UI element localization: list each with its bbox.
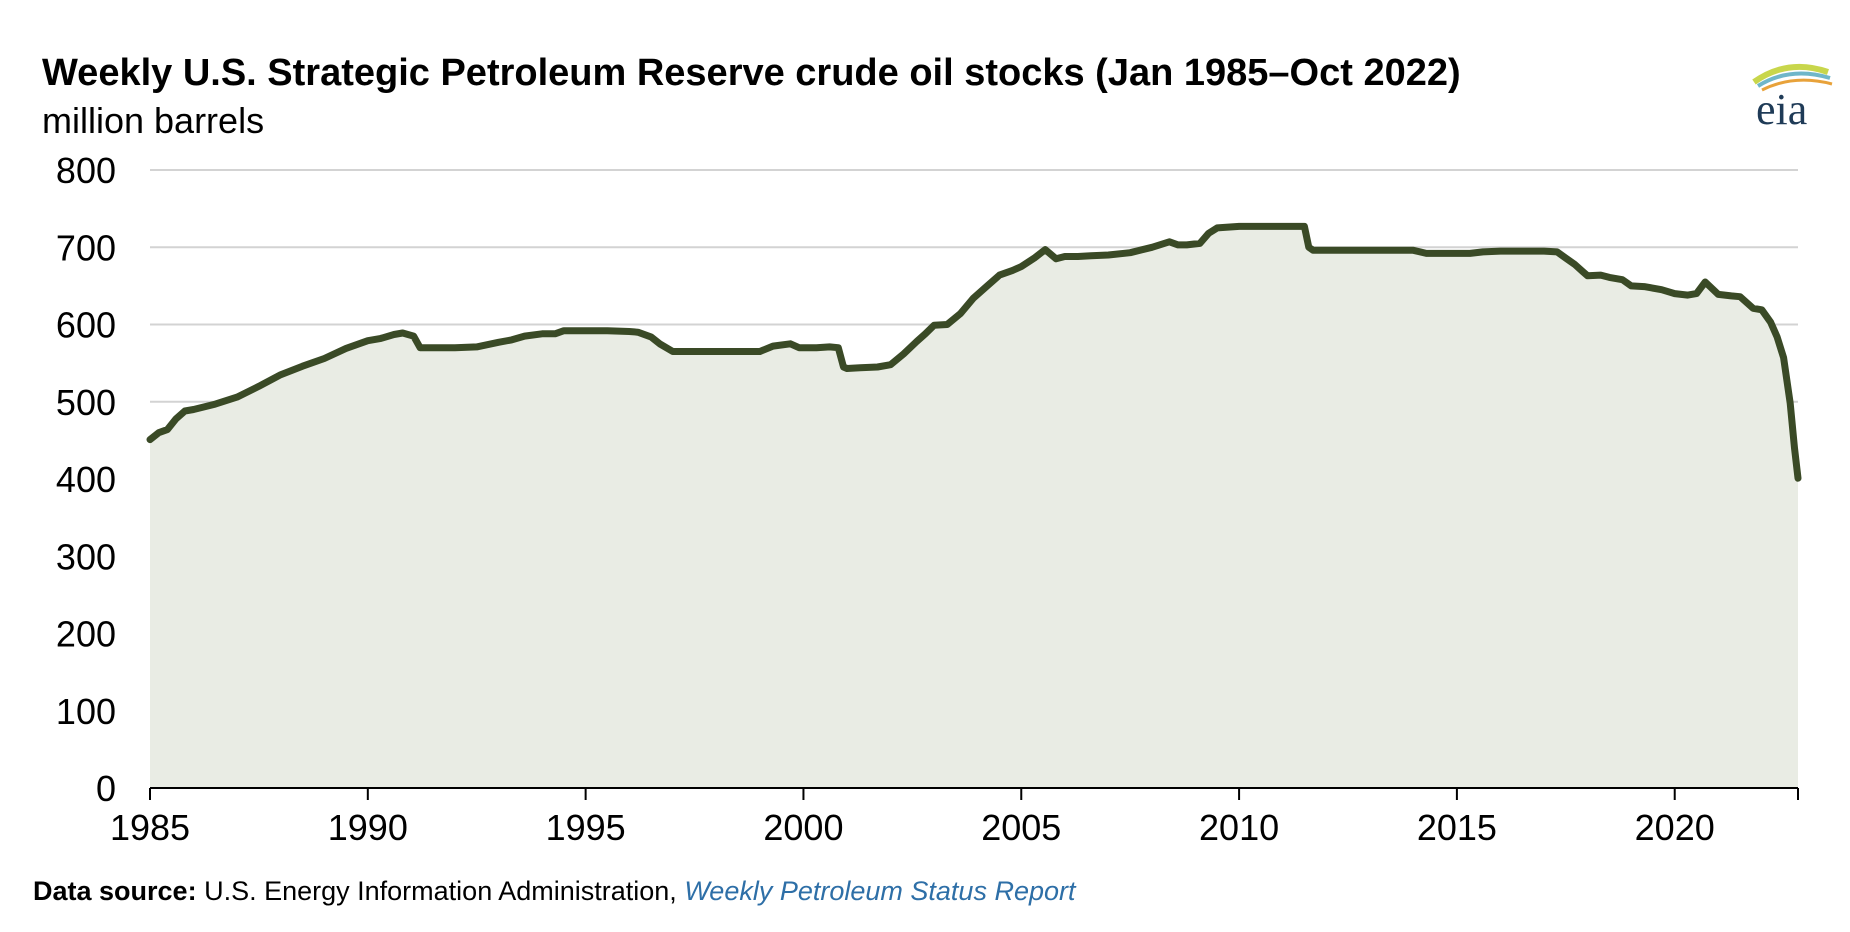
logo-swoosh-icon	[1752, 63, 1833, 92]
eia-logo: eia	[1748, 62, 1838, 134]
x-tick-label-2000: 2000	[763, 807, 843, 848]
source-label: Data source:	[33, 876, 197, 906]
y-axis-unit-label: million barrels	[42, 100, 265, 141]
y-tick-label-300: 300	[56, 536, 116, 577]
x-axis-ticks: 1985 1990 1995 2000 2005 2010 2015 2020	[110, 788, 1799, 848]
y-tick-label-400: 400	[56, 459, 116, 500]
source-text: U.S. Energy Information Administration,	[204, 876, 677, 906]
y-tick-label-800: 800	[56, 150, 116, 191]
x-tick-label-2015: 2015	[1417, 807, 1497, 848]
y-tick-label-500: 500	[56, 382, 116, 423]
source-report-link[interactable]: Weekly Petroleum Status Report	[684, 876, 1076, 906]
y-tick-label-100: 100	[56, 691, 116, 732]
x-tick-label-1985: 1985	[110, 807, 190, 848]
series-line	[146, 222, 1802, 482]
y-tick-label-700: 700	[56, 227, 116, 268]
x-tick-label-2005: 2005	[981, 807, 1061, 848]
series-area	[146, 222, 1802, 788]
y-tick-label-200: 200	[56, 614, 116, 655]
y-tick-label-600: 600	[56, 305, 116, 346]
chart-area: 0 100 200 300 400 500 600 700 800 1985 1990 1995 20…	[56, 150, 1802, 848]
x-tick-label-1990: 1990	[328, 807, 408, 848]
series-fill	[150, 226, 1798, 788]
y-tick-label-0: 0	[96, 768, 116, 809]
x-tick-label-2020: 2020	[1635, 807, 1715, 848]
chart-title: Weekly U.S. Strategic Petroleum Reserve …	[42, 52, 1461, 94]
x-tick-label-2010: 2010	[1199, 807, 1279, 848]
logo-text: eia	[1756, 85, 1808, 134]
x-tick-label-1995: 1995	[546, 807, 626, 848]
data-source-footer: Data source: U.S. Energy Information Adm…	[33, 876, 1075, 907]
y-axis-ticks: 0 100 200 300 400 500 600 700 800	[56, 150, 116, 809]
